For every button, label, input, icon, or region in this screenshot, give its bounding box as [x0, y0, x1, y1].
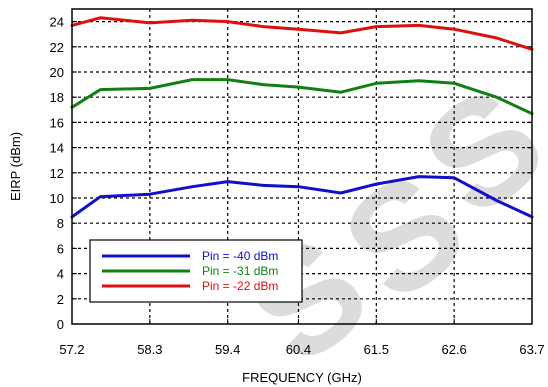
watermark: S S S: [216, 54, 548, 387]
y-tick-label: 22: [50, 40, 64, 55]
legend-label: Pin = -40 dBm: [202, 249, 278, 263]
series-line: [70, 175, 534, 219]
x-tick-label: 58.3: [137, 342, 162, 357]
legend-label: Pin = -31 dBm: [202, 264, 278, 278]
y-tick-label: 10: [50, 191, 64, 206]
x-tick-label: 59.4: [215, 342, 240, 357]
x-tick-label: 63.7: [519, 342, 544, 357]
y-tick-label: 0: [57, 317, 64, 332]
x-axis-title: FREQUENCY (GHz): [242, 370, 362, 385]
y-tick-label: 12: [50, 166, 64, 181]
x-tick-label: 57.2: [59, 342, 84, 357]
y-tick-label: 18: [50, 90, 64, 105]
y-tick-label: 24: [50, 15, 64, 30]
y-tick-label: 20: [50, 65, 64, 80]
y-tick-label: 14: [50, 141, 64, 156]
x-tick-label: 62.6: [441, 342, 466, 357]
plot-frame: [71, 8, 533, 325]
y-tick-label: 6: [57, 241, 64, 256]
series-line: [70, 78, 534, 116]
series-lines: [70, 16, 534, 219]
y-tick-label: 8: [57, 216, 64, 231]
y-axis-title: EIRP (dBm): [8, 132, 23, 201]
y-tick-label: 4: [57, 267, 64, 282]
x-tick-label: 60.4: [286, 342, 311, 357]
y-tick-label: 16: [50, 115, 64, 130]
x-tick-label: 61.5: [364, 342, 389, 357]
legend-label: Pin = -22 dBm: [202, 279, 278, 293]
series-line: [70, 16, 534, 51]
y-tick-label: 2: [57, 292, 64, 307]
